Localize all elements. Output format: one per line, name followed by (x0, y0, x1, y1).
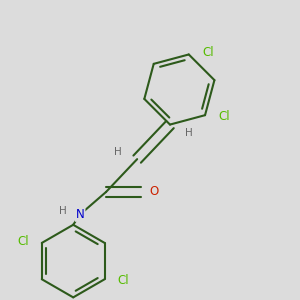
Text: H: H (185, 128, 193, 138)
Text: H: H (59, 206, 67, 216)
Text: H: H (114, 146, 122, 157)
Text: N: N (76, 208, 85, 221)
Text: Cl: Cl (17, 235, 28, 248)
Text: Cl: Cl (218, 110, 230, 123)
Text: Cl: Cl (118, 274, 130, 287)
Text: Cl: Cl (202, 46, 214, 59)
Text: O: O (149, 185, 158, 199)
